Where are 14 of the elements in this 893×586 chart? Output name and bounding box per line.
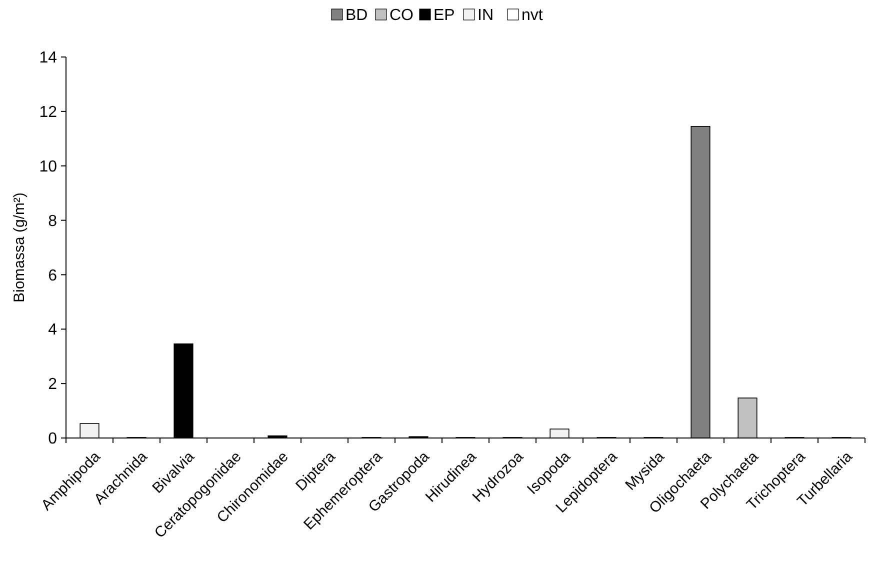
legend-label: EP	[434, 7, 455, 24]
y-tick-label: 14	[39, 50, 58, 67]
y-tick-label: 2	[48, 376, 58, 394]
y-axis-title: Biomassa (g/m²)	[11, 192, 28, 303]
y-tick-label: 10	[39, 158, 58, 176]
y-tick-label: 8	[48, 212, 58, 230]
legend-label: IN	[478, 7, 494, 24]
legend-label: CO	[390, 7, 414, 24]
legend-label: nvt	[522, 7, 544, 24]
y-tick-label: 12	[39, 104, 58, 122]
y-tick-label: 4	[48, 322, 58, 339]
y-tick-label: 0	[48, 430, 58, 448]
y-tick-label: 6	[48, 267, 58, 284]
legend-label: BD	[346, 7, 368, 24]
